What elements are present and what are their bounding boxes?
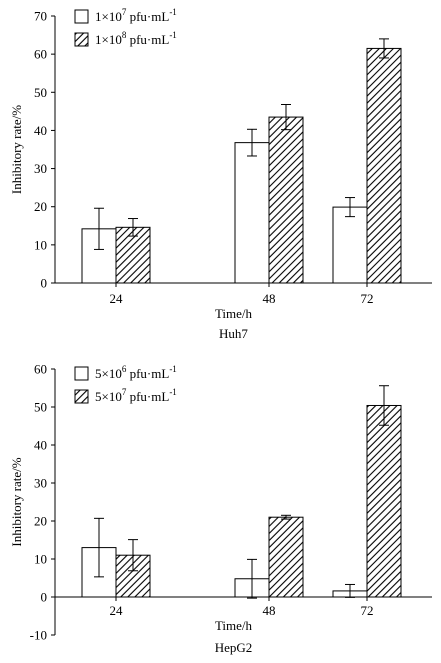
x-axis-label: Time/h [215,306,253,321]
legend-label: 1×108 pfu·mL-1 [95,30,177,47]
x-tick-label: 48 [263,291,276,306]
legend-swatch [74,9,89,24]
bar [268,516,304,598]
bar [268,116,304,284]
legend-unit: pfu·mL [126,32,169,47]
x-tick-label: 48 [263,603,276,618]
bar [332,206,368,284]
y-tick-label: 30 [34,161,47,176]
legend-base: 5×10 [95,366,122,381]
legend-base: 1×10 [95,32,122,47]
legend-unit-exponent: -1 [169,387,177,397]
legend-label: 1×107 pfu·mL-1 [95,7,177,24]
y-tick-label: 10 [34,237,47,252]
legend-exponent: 7 [122,387,127,397]
y-tick-label: 0 [41,276,48,291]
legend-unit: pfu·mL [126,9,169,24]
y-tick-label: 50 [34,85,47,100]
legend-exponent: 7 [122,7,127,17]
y-axis-label: Inhibitory rate/% [9,457,24,546]
legend-unit-exponent: -1 [169,7,177,17]
legend-exponent: 8 [122,30,127,40]
y-tick-label: 40 [34,438,47,453]
y-tick-label: 20 [34,199,47,214]
legend-base: 1×10 [95,9,122,24]
legend-unit: pfu·mL [126,366,169,381]
y-tick-label: 70 [34,9,47,24]
y-tick-label: 30 [34,476,47,491]
legend-unit-exponent: -1 [169,364,177,374]
bar [366,47,402,284]
legend-exponent: 6 [122,364,127,374]
legend-label: 5×107 pfu·mL-1 [95,387,177,404]
y-tick-label: 50 [34,400,47,415]
legend-unit-exponent: -1 [169,30,177,40]
x-axis-label: Time/h [215,618,253,633]
y-tick-label: 0 [41,590,48,605]
bar [234,142,270,284]
y-tick-label: 60 [34,362,47,377]
legend-unit: pfu·mL [126,389,169,404]
x-tick-label: 72 [361,291,374,306]
y-axis-label: Inhibitory rate/% [9,105,24,194]
y-tick-label: 60 [34,47,47,62]
bar [366,404,402,598]
y-tick-label: -10 [30,628,47,643]
x-tick-label: 24 [110,291,124,306]
x-tick-label: 24 [110,603,124,618]
legend-base: 5×10 [95,389,122,404]
chart-title: Huh7 [219,326,248,341]
legend-swatch [74,32,89,47]
y-tick-label: 40 [34,123,47,138]
y-tick-label: 10 [34,552,47,567]
legend-swatch [74,366,89,381]
legend-swatch [74,389,89,404]
y-tick-label: 20 [34,514,47,529]
x-tick-label: 72 [361,603,374,618]
chart-title: HepG2 [215,640,253,655]
legend-label: 5×106 pfu·mL-1 [95,364,177,381]
